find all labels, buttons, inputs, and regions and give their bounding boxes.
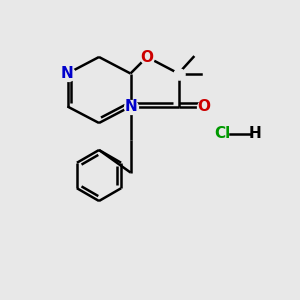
Text: O: O [197, 99, 211, 114]
Text: H: H [249, 126, 261, 141]
Text: O: O [140, 50, 154, 64]
Text: Cl: Cl [214, 126, 230, 141]
Text: N: N [124, 99, 137, 114]
Text: N: N [61, 66, 74, 81]
